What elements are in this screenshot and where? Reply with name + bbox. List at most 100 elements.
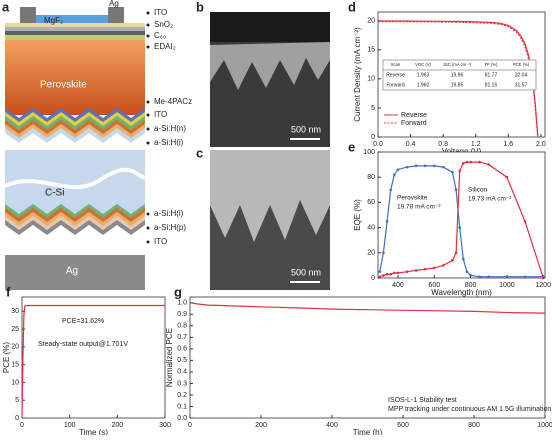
y-tick-label: 0.7 <box>177 334 187 341</box>
layer-label: EDAI₂ <box>154 42 176 51</box>
x-tick-label: 600 <box>428 282 440 289</box>
marker <box>393 173 396 176</box>
table-cell: 1.960 <box>417 82 430 88</box>
annotation: Perovskite <box>397 195 428 202</box>
x-axis-title: Time (s) <box>79 428 108 435</box>
layer <box>5 31 145 35</box>
mgf2-layer <box>36 15 108 23</box>
y-axis-title: Normalized PCE <box>165 328 174 387</box>
table-cell: 81.15 <box>485 82 498 88</box>
x-tick-label: 1000 <box>537 422 552 429</box>
marker <box>462 257 465 261</box>
table-cell: 81.77 <box>485 72 498 78</box>
annotation: MPP tracking under continuous AM 1.5G il… <box>388 406 551 413</box>
marker <box>458 169 461 173</box>
y-tick-label: 0.8 <box>177 323 187 330</box>
series-line <box>21 304 165 419</box>
x-tick-label: 200 <box>111 422 123 429</box>
x-axis-title: Time (h) <box>353 428 383 435</box>
series-line <box>379 165 544 278</box>
y-tick-label: 20 <box>367 18 375 25</box>
table-cell: 32.04 <box>515 72 528 78</box>
layer <box>5 35 145 40</box>
y-tick-label: 25 <box>11 326 19 333</box>
label-dot <box>146 212 150 216</box>
y-tick-label: 0.4 <box>177 369 187 376</box>
textured-layer <box>5 120 145 135</box>
layer-label: C-Si <box>45 188 64 199</box>
y-tick-label: 0.2 <box>177 392 187 399</box>
legend-label: Reverse <box>401 112 427 119</box>
ag-contact <box>108 7 124 23</box>
label-dot <box>146 23 150 27</box>
label-dot <box>146 11 150 15</box>
y-axis-title: Current Density (mA cm⁻²) <box>353 27 362 122</box>
table-cell: Forward <box>386 82 405 88</box>
y-tick-label: 0.5 <box>177 357 187 364</box>
marker <box>382 274 385 277</box>
label-dot <box>146 100 150 104</box>
x-tick-label: 1.2 <box>471 141 481 148</box>
y-axis-title: EQE (%) <box>353 199 362 231</box>
marker <box>396 168 400 171</box>
x-tick-label: 1000 <box>499 282 515 289</box>
y-tick-label: 5 <box>371 105 375 112</box>
ag-contact <box>20 7 36 23</box>
marker <box>442 264 445 267</box>
x-tick-label: 0.4 <box>406 141 416 148</box>
marker <box>442 165 445 169</box>
layer-label: SnO₂ <box>154 20 173 29</box>
x-tick-label: 800 <box>465 282 477 289</box>
marker <box>465 270 469 274</box>
y-tick-label: 20 <box>367 250 375 257</box>
y-tick-label: 20 <box>11 344 19 351</box>
y-tick-label: 0.6 <box>177 346 187 353</box>
x-tick-label: 200 <box>255 422 267 429</box>
annotation: ISOS-L-1 Stability test <box>388 397 457 404</box>
marker <box>378 270 382 274</box>
label-dot <box>146 45 150 49</box>
marker <box>469 160 472 164</box>
marker <box>393 271 396 275</box>
y-tick-label: 0.3 <box>177 380 187 387</box>
label-dot <box>146 141 150 145</box>
panel-label: f <box>6 284 11 299</box>
scale-label: 500 nm <box>291 267 321 277</box>
x-tick-label: 100 <box>64 422 76 429</box>
legend-label: Forward <box>401 120 427 127</box>
table-cell: PCE (%) <box>513 62 530 67</box>
x-tick-label: 800 <box>468 422 480 429</box>
annotation: 19.78 mA cm⁻² <box>397 204 441 211</box>
layer-label: a-Si:H(i) <box>154 209 184 218</box>
table-cell: Reverse <box>386 72 405 78</box>
textured-layer <box>5 112 145 127</box>
marker <box>423 164 427 168</box>
marker <box>378 275 382 279</box>
marker <box>423 267 427 271</box>
y-tick-label: 100 <box>363 149 375 156</box>
marker <box>414 269 418 272</box>
series-line <box>379 161 544 279</box>
plot-frame <box>377 151 546 279</box>
scale-label: 500 nm <box>291 124 321 134</box>
sem-image <box>210 12 330 290</box>
marker <box>469 274 472 277</box>
y-tick-label: 0.0 <box>177 415 187 422</box>
layer-label: C₆₀ <box>154 31 166 40</box>
marker <box>541 276 545 280</box>
marker <box>385 220 389 223</box>
scale-bar <box>290 281 320 283</box>
layer-label: ITO <box>154 110 167 119</box>
x-tick-label: 300 <box>159 422 171 429</box>
table-cell: 19.85 <box>451 82 464 88</box>
textured-layer <box>5 116 145 131</box>
layer-label: Ag <box>66 266 78 277</box>
marker <box>389 272 393 276</box>
x-tick-label: 2.0 <box>536 141 546 148</box>
x-tick-label: 600 <box>397 422 409 429</box>
marker <box>414 164 418 168</box>
annotation: Silicon <box>468 187 488 194</box>
y-tick-label: 15 <box>11 361 19 368</box>
